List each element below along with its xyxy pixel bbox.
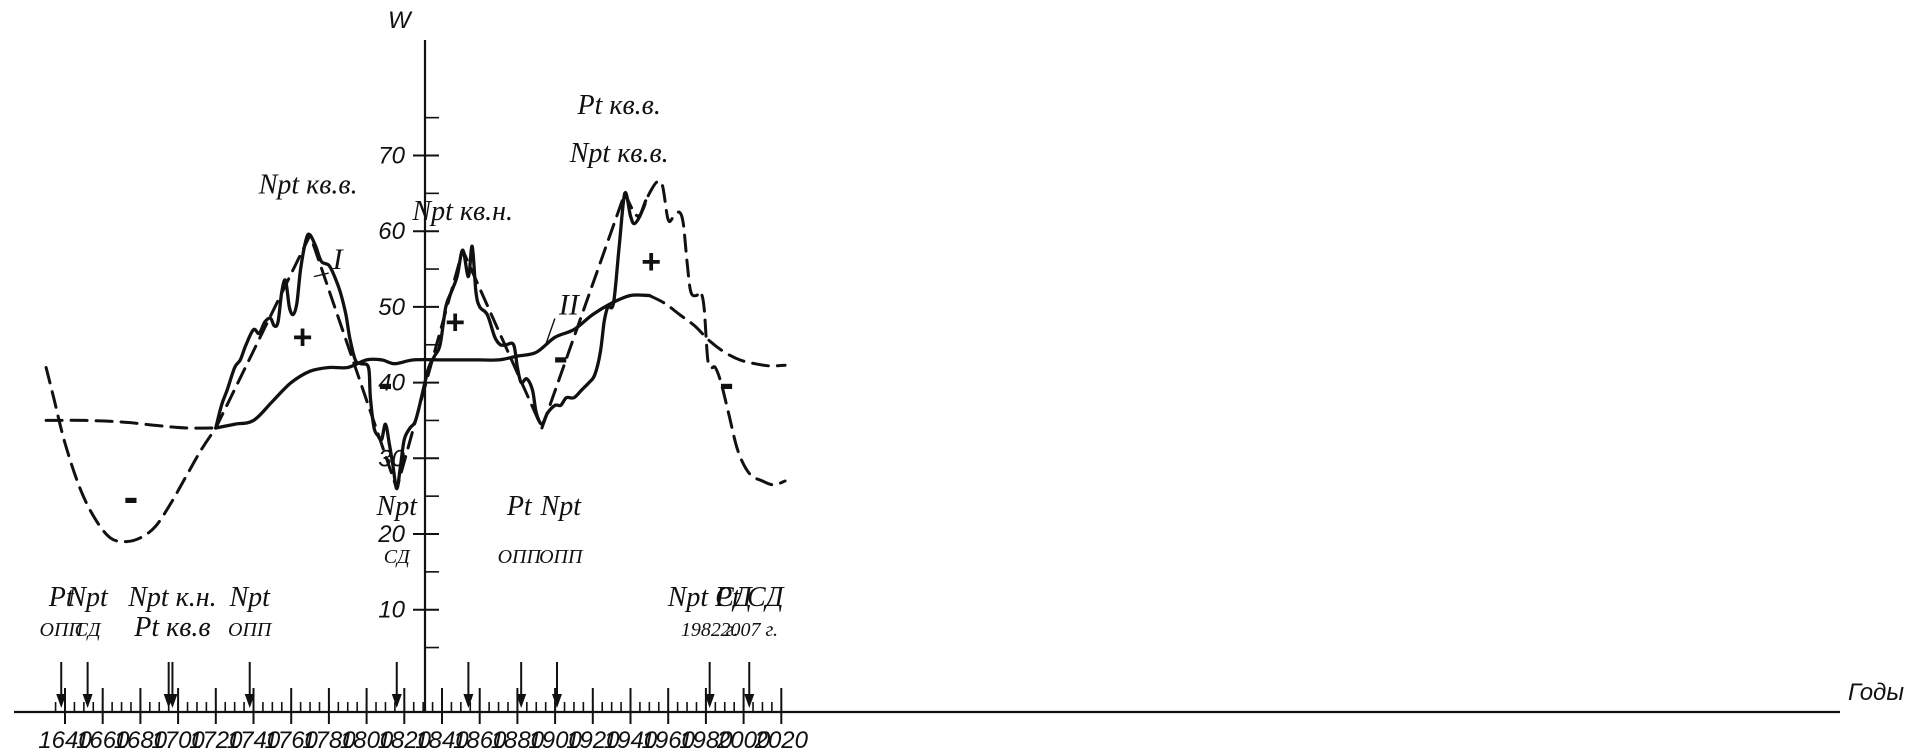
x-axis-label: Годы: [1848, 679, 1904, 706]
event-label: Npt: [66, 582, 109, 613]
x-tick-label: 1940: [604, 727, 658, 754]
y-axis-label: W: [388, 7, 413, 34]
series-line-6: [623, 179, 787, 487]
annotation-label: Npt кв.в.: [569, 138, 669, 169]
event-arrowhead: [516, 694, 527, 708]
event-label: Npt: [228, 582, 271, 613]
event-arrowhead: [744, 694, 755, 708]
event-label: Pt СД: [714, 582, 786, 613]
event-label: ОПП: [40, 619, 85, 641]
annotation-label: СД: [384, 546, 411, 568]
event-label: ОПП: [228, 619, 273, 641]
minus-sign: -: [378, 359, 393, 408]
event-label: Npt к.н.: [127, 582, 216, 613]
x-tick-label: 1700: [151, 727, 205, 754]
x-tick-label: 1820: [378, 727, 432, 754]
x-tick-label: 1640: [38, 727, 92, 754]
event-arrowhead: [56, 694, 67, 708]
y-ticks-layer: 10 20 30 40 50 60 70: [377, 116, 439, 649]
plus-sign: +: [641, 243, 661, 281]
event-label: Npt СД: [667, 582, 754, 613]
annotation-label: Npt кв.в.: [258, 169, 358, 200]
annotations-layer: Npt кв.в. Npt кв.н. Pt кв.в. Npt кв.в. Npt СД…: [258, 90, 669, 568]
signs-layer: + - + - + - -: [124, 243, 734, 521]
event-arrowhead: [82, 694, 93, 708]
curve-label-leader: [545, 318, 556, 345]
x-tick-label: 1860: [453, 727, 507, 754]
plus-sign: +: [445, 303, 465, 341]
event-arrowhead: [551, 694, 562, 708]
y-tick-label: 60: [378, 218, 405, 245]
y-tick-label: 40: [378, 370, 405, 397]
x-tick-label: 2000: [716, 727, 771, 754]
annotation-label: Npt кв.н.: [411, 196, 513, 227]
x-tick-label: 1900: [528, 727, 582, 754]
x-tick-label: 1680: [114, 727, 168, 754]
x-tick-label: 1840: [415, 727, 469, 754]
x-tick-label: 1800: [340, 727, 394, 754]
event-label: Pt кв.в: [133, 612, 210, 643]
annotation-label: Npt: [540, 491, 583, 522]
curve-label-leader: [313, 272, 329, 278]
annotation-label: Npt: [376, 491, 419, 522]
series-line-4: [44, 418, 218, 430]
y-tick-label: 50: [378, 294, 405, 321]
series-I-line: [214, 190, 648, 491]
event-arrowhead: [244, 694, 255, 708]
minus-sign: -: [719, 359, 734, 408]
event-markers-layer: Pt ОПП Npt СД Npt к.н.Pt кв.в Npt ОПП Npt СД 198…: [40, 582, 786, 708]
x-ticks-layer: 1640166016801700172017401760178018001820…: [38, 688, 809, 754]
event-label: 2007 г.: [720, 619, 778, 641]
curve-label: I: [332, 243, 345, 276]
series-line-5: [214, 191, 627, 491]
plus-sign: +: [293, 319, 313, 357]
minus-sign: -: [124, 472, 139, 521]
x-tick-label: 1980: [679, 727, 733, 754]
x-tick-label: 1780: [302, 727, 356, 754]
annotation-label: Pt: [506, 491, 533, 522]
y-tick-label: 70: [378, 143, 405, 170]
event-label: СД: [75, 619, 102, 641]
axes-layer: W Годы: [14, 7, 1904, 714]
annotation-label: ОПП: [498, 546, 543, 568]
x-tick-label: 1920: [566, 727, 620, 754]
event-arrowhead: [391, 694, 402, 708]
x-tick-label: 1720: [189, 727, 243, 754]
y-tick-label: 20: [377, 521, 405, 548]
event-arrowhead: [463, 694, 474, 708]
x-tick-label: 1660: [76, 727, 130, 754]
series-line-7: [647, 294, 787, 368]
x-tick-label: 2020: [754, 727, 809, 754]
series-line-3: [44, 366, 218, 544]
x-tick-label: 1880: [491, 727, 545, 754]
curve-label: II: [558, 288, 581, 321]
minus-sign: -: [553, 332, 568, 381]
y-tick-label: 10: [378, 597, 405, 624]
annotation-label: ОПП: [539, 546, 584, 568]
x-tick-label: 1760: [265, 727, 319, 754]
event-arrowhead: [167, 694, 178, 708]
x-tick-label: 1960: [642, 727, 696, 754]
x-tick-label: 1740: [227, 727, 281, 754]
event-label: 1982 г.: [681, 619, 739, 641]
event-arrowhead: [704, 694, 715, 708]
event-label: Pt: [48, 582, 75, 613]
curves-layer: III: [44, 179, 787, 544]
y-tick-label: 30: [378, 445, 405, 472]
annotation-label: Pt кв.в.: [577, 90, 661, 121]
